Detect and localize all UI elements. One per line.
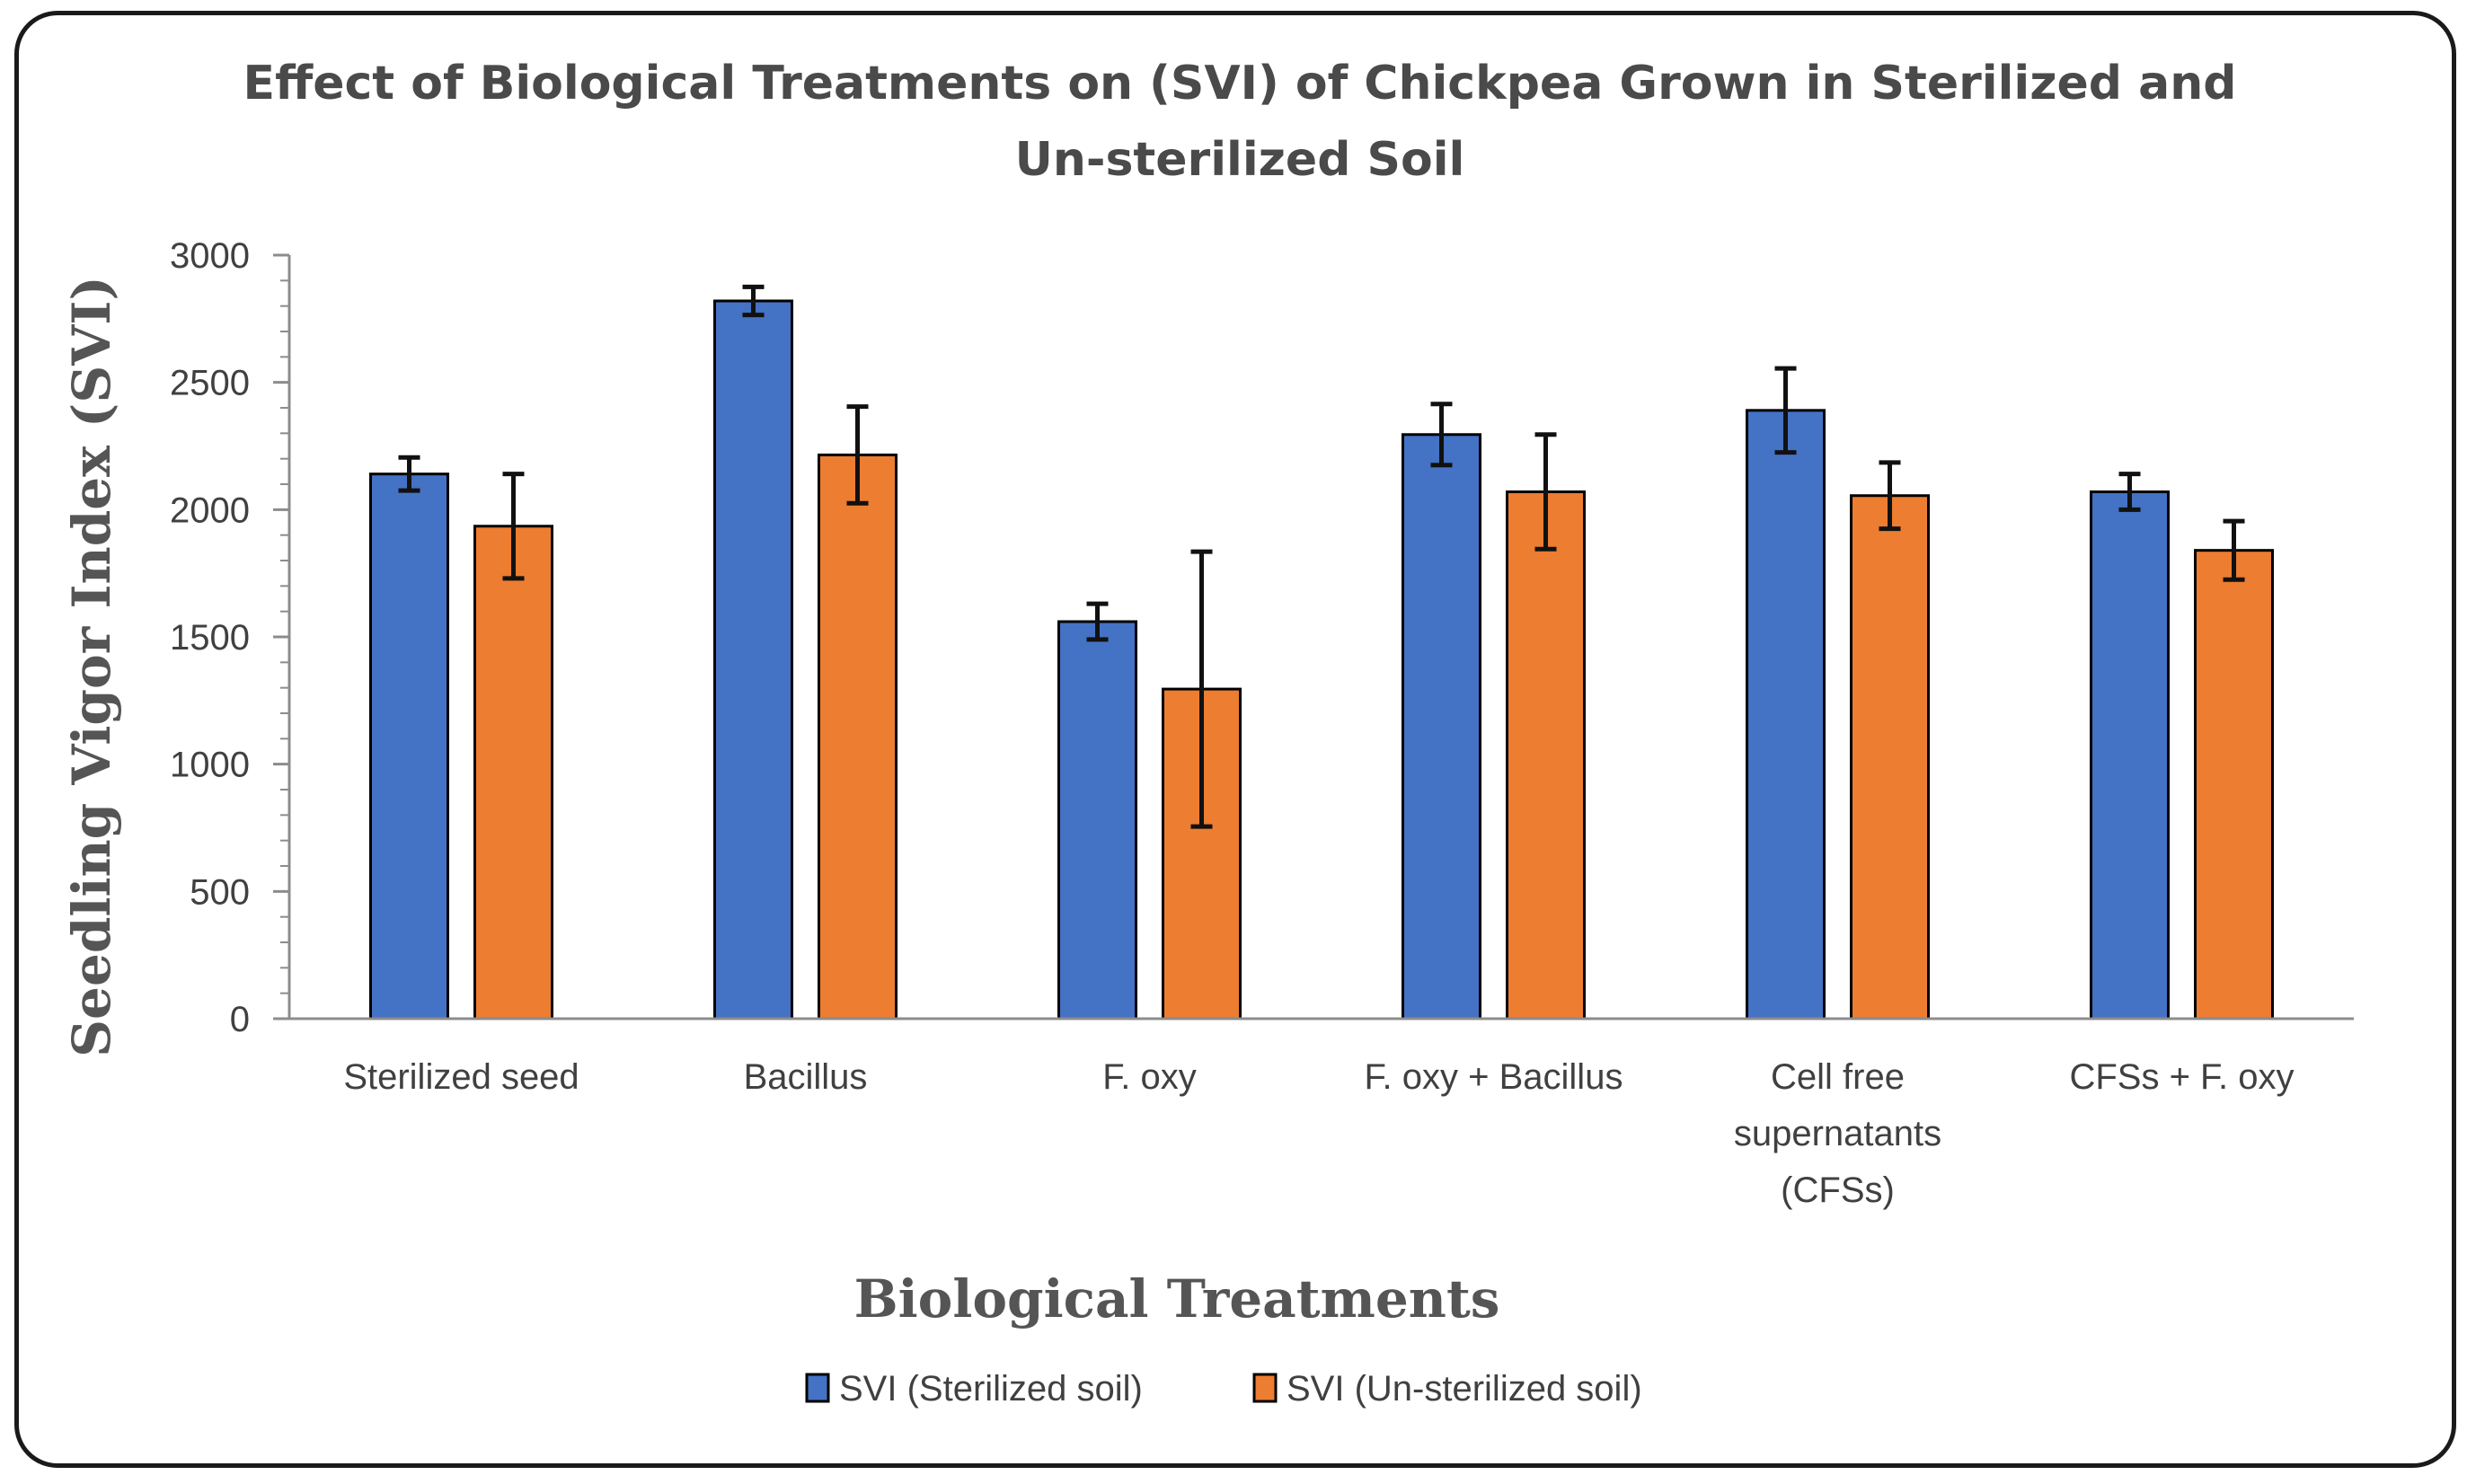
x-axis: Sterilized seed Bacillus F. oxy F. oxy + Ba… bbox=[289, 1017, 2354, 1210]
y-tick-label: 1500 bbox=[170, 618, 250, 658]
bar-sterilized bbox=[1746, 409, 1826, 1020]
y-axis-title: Seedling Vigor Index (SVI) bbox=[61, 276, 122, 1057]
x-category-label: supernatants bbox=[1734, 1114, 1941, 1153]
y-tick-label: 0 bbox=[230, 1000, 250, 1039]
x-axis-title: Biological Treatments bbox=[854, 1268, 1500, 1329]
bar-unsterilized bbox=[2194, 549, 2274, 1020]
y-tick-label: 500 bbox=[190, 872, 250, 912]
y-tick-label: 1000 bbox=[170, 746, 250, 785]
x-category-label: (CFSs) bbox=[1781, 1170, 1895, 1210]
x-category-label: F. oxy + Bacillus bbox=[1365, 1057, 1623, 1097]
legend-swatch-sterilized bbox=[805, 1373, 830, 1403]
chart-title: Effect of Biological Treatments on (SVI)… bbox=[243, 57, 2237, 187]
bar-sterilized bbox=[713, 299, 793, 1020]
bar-unsterilized bbox=[818, 453, 898, 1020]
x-category-label: CFSs + F. oxy bbox=[2069, 1057, 2294, 1097]
bars bbox=[369, 284, 2274, 1020]
bar-unsterilized bbox=[1506, 490, 1586, 1020]
legend-label-unsterilized: SVI (Un-sterilized soil) bbox=[1287, 1369, 1642, 1409]
legend: SVI (Sterilized soil) SVI (Un-sterilized … bbox=[805, 1369, 1642, 1409]
bar-unsterilized bbox=[473, 525, 553, 1020]
legend-label-sterilized: SVI (Sterilized soil) bbox=[839, 1369, 1143, 1409]
y-tick-label: 2000 bbox=[170, 490, 250, 530]
x-category-label: Cell free bbox=[1771, 1057, 1905, 1097]
chart-title-line-1: Effect of Biological Treatments on (SVI)… bbox=[243, 57, 2237, 110]
legend-swatch-unsterilized bbox=[1252, 1373, 1278, 1403]
chart-title-line-2: Un-sterilized Soil bbox=[1015, 133, 1465, 187]
bar-unsterilized bbox=[1850, 494, 1930, 1020]
x-category-label: Bacillus bbox=[744, 1057, 868, 1097]
bar-sterilized bbox=[2090, 490, 2170, 1020]
bar-sterilized bbox=[1057, 620, 1137, 1020]
y-axis: 0 500 1000 1500 2000 2500 3000 bbox=[170, 236, 291, 1039]
bar-sterilized bbox=[1402, 433, 1481, 1020]
y-tick-label: 3000 bbox=[170, 236, 250, 276]
x-category-label: F. oxy bbox=[1102, 1057, 1196, 1097]
y-tick-label: 2500 bbox=[170, 364, 250, 403]
bar-sterilized bbox=[369, 473, 449, 1020]
x-category-label: Sterilized seed bbox=[343, 1057, 579, 1097]
